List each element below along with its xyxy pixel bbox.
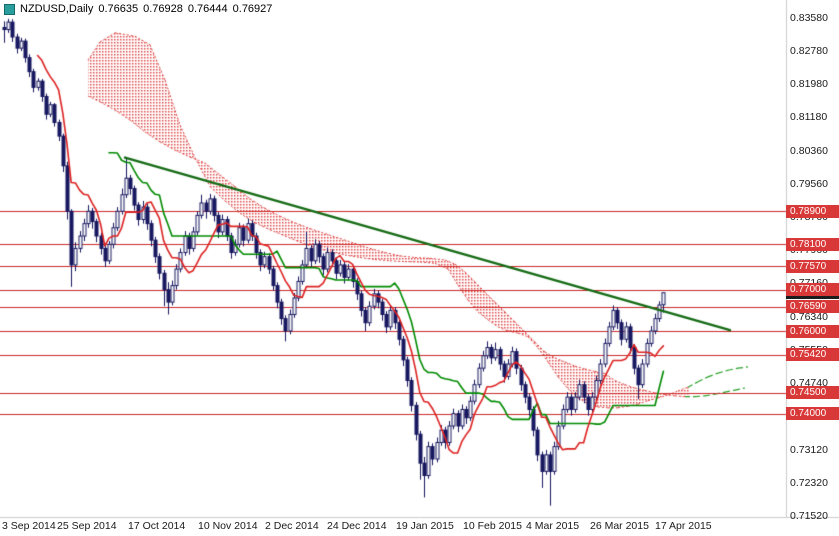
price-level-label[interactable]: 0.77570	[786, 259, 839, 273]
y-axis-label: 0.82780	[790, 45, 828, 58]
x-axis-label: 19 Jan 2015	[396, 520, 454, 532]
y-axis-label: 0.83580	[790, 12, 828, 24]
y-axis-label: 0.80360	[790, 144, 828, 157]
price-level-label[interactable]: 0.78100	[786, 237, 839, 251]
x-axis-label: 4 Mar 2015	[526, 520, 580, 532]
x-axis-label: 25 Sep 2014	[57, 520, 117, 532]
price-level-label[interactable]: 0.76590	[786, 300, 839, 314]
y-axis-label: 0.72320	[790, 476, 828, 489]
symbol-period-label: NZDUSD,Daily	[20, 3, 94, 15]
y-axis-label: 0.81980	[790, 78, 828, 91]
x-axis-label: 17 Apr 2015	[655, 520, 712, 532]
x-axis-label: 26 Mar 2015	[590, 520, 649, 532]
x-axis-label: 10 Feb 2015	[463, 520, 522, 532]
x-axis-label: 17 Oct 2014	[128, 520, 186, 532]
symbol-icon	[4, 3, 15, 15]
x-axis-label: 3 Sep 2014	[2, 520, 56, 532]
y-axis-label: 0.71520	[790, 510, 828, 522]
price-level-label[interactable]: 0.74000	[786, 407, 839, 421]
y-axis-label: 0.76340	[790, 310, 828, 323]
low-value: 0.76444	[187, 3, 228, 15]
price-level-label[interactable]: 0.74500	[786, 386, 839, 400]
high-value: 0.76928	[143, 3, 183, 15]
price-level-label[interactable]: 0.75420	[786, 348, 839, 362]
close-value: 0.76927	[232, 3, 273, 15]
x-axis-label: 2 Dec 2014	[265, 520, 319, 532]
price-level-label[interactable]: 0.78900	[786, 204, 839, 218]
y-axis-label: 0.81180	[790, 111, 828, 124]
x-axis-label: 24 Dec 2014	[327, 520, 387, 532]
chart-title: NZDUSD,Daily 0.76635 0.76928 0.76444 0.7…	[4, 3, 272, 15]
y-axis-label: 0.74740	[790, 377, 828, 390]
open-value: 0.76635	[98, 3, 139, 15]
price-level-label[interactable]: 0.76000	[786, 324, 839, 338]
y-axis-label: 0.73120	[790, 443, 828, 456]
x-axis-label: 10 Nov 2014	[198, 520, 258, 532]
y-axis-label: 0.79560	[790, 178, 828, 190]
price-level-label[interactable]: 0.77000	[786, 283, 839, 297]
